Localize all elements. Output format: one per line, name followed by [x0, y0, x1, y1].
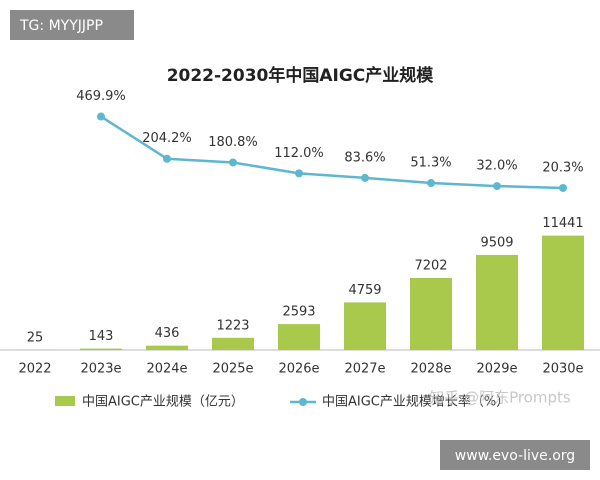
- watermark: 知乎 @阿东Prompts: [429, 389, 571, 407]
- bar: [476, 254, 518, 350]
- bar: [344, 302, 386, 350]
- bar: [146, 345, 188, 350]
- line-marker: [295, 169, 303, 178]
- bar: [278, 324, 320, 350]
- bar-value-label: 25: [27, 330, 44, 345]
- line-marker: [361, 173, 369, 182]
- x-tick-label: 2022: [18, 362, 51, 377]
- line: [100, 115, 564, 190]
- line-marker: [493, 182, 501, 191]
- bar-value-label: 2593: [282, 305, 315, 320]
- bar-value-label: 4759: [348, 283, 381, 298]
- line-value-label: 20.3%: [542, 160, 583, 175]
- line-value-label: 112.0%: [274, 146, 324, 161]
- bar-value-label: 1223: [216, 318, 249, 333]
- line-value-label: 32.0%: [476, 159, 517, 174]
- x-tick-label: 2028e: [410, 362, 451, 377]
- line-marker: [427, 179, 435, 188]
- tag-text: TG: MYYJJPP: [19, 18, 103, 34]
- x-tick-label: 2029e: [476, 362, 517, 377]
- bar: [212, 337, 254, 350]
- bar: [80, 348, 122, 350]
- bar-value-label: 7202: [414, 258, 447, 273]
- tag-box: [10, 10, 134, 40]
- bar: [410, 277, 452, 350]
- bar: [542, 235, 584, 350]
- line-marker: [97, 112, 105, 121]
- site-text: www.evo-live.org: [455, 448, 575, 464]
- line-marker: [229, 158, 237, 167]
- x-tick-label: 2027e: [344, 362, 385, 377]
- bar-value-label: 9509: [480, 235, 513, 250]
- legend-label: 中国AIGC产业规模（亿元）: [82, 395, 244, 410]
- x-tick-label: 2025e: [212, 362, 253, 377]
- line-value-label: 180.8%: [208, 135, 258, 150]
- x-tick-label: 2026e: [278, 362, 319, 377]
- line-value-label: 469.9%: [76, 89, 126, 104]
- legend-label: 中国AIGC产业规模增长率（%）: [322, 394, 509, 410]
- x-tick-label: 2023e: [80, 362, 121, 377]
- bar-value-label: 11441: [542, 216, 583, 231]
- bar-value-label: 143: [89, 329, 114, 344]
- line-marker: [559, 183, 567, 192]
- bar-value-label: 436: [155, 326, 180, 341]
- line-value-label: 51.3%: [410, 156, 451, 171]
- legend-swatch: [55, 396, 75, 406]
- site-box: [440, 440, 590, 470]
- line-value-label: 204.2%: [142, 131, 192, 146]
- line-marker: [163, 154, 171, 163]
- x-tick-label: 2024e: [146, 362, 187, 377]
- x-tick-label: 2030e: [542, 362, 583, 377]
- line-value-label: 83.6%: [344, 150, 385, 165]
- legend-marker: [299, 398, 307, 406]
- chart-title: 2022-2030年中国AIGC产业规模: [167, 65, 435, 86]
